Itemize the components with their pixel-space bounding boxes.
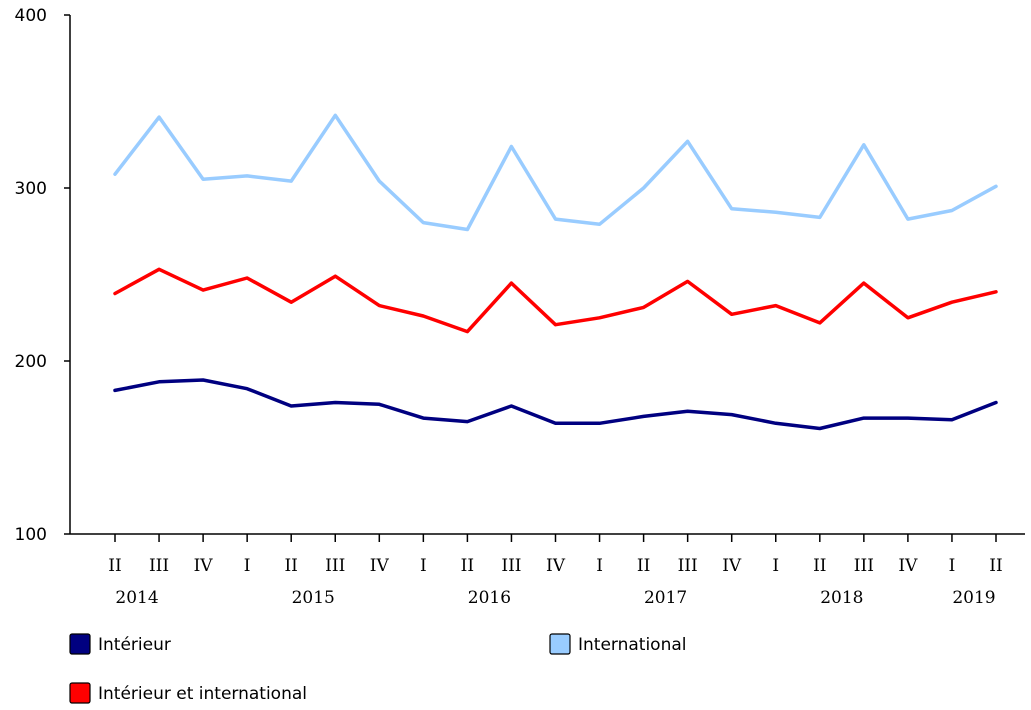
legend-label: Intérieur [98, 635, 171, 655]
x-tick-label: III [501, 556, 521, 576]
x-tick-label: IV [898, 556, 918, 576]
y-tick-label: 400 [15, 6, 47, 26]
x-tick-label: III [854, 556, 874, 576]
y-axis-labels: 100 200 300 400 [15, 6, 47, 545]
x-tick-label: II [461, 556, 474, 576]
x-tick-label: II [108, 556, 121, 576]
legend: Intérieur International Intérieur et inter… [69, 633, 687, 704]
x-tick-label: I [949, 556, 956, 576]
x-tick-label: IV [370, 556, 390, 576]
legend-swatch [69, 633, 91, 655]
x-tick-label: II [637, 556, 650, 576]
series-lines [113, 113, 998, 431]
x-tick-label: II [284, 556, 297, 576]
legend-label: Intérieur et international [98, 684, 307, 704]
axes [64, 14, 1025, 542]
x-tick-label: IV [546, 556, 566, 576]
y-tick-label: 300 [15, 179, 47, 199]
x-tick-label: IV [194, 556, 214, 576]
year-label: 2016 [468, 588, 511, 608]
y-tick-label: 200 [15, 352, 47, 372]
x-tick-label: I [596, 556, 603, 576]
year-label: 2017 [644, 588, 687, 608]
x-tick-label: I [244, 556, 251, 576]
legend-swatch [549, 633, 571, 655]
x-axis-labels: II III IV I II III IV I II III IV I II III IV I II III IV I… [108, 556, 1002, 608]
year-label: 2019 [952, 588, 995, 608]
series-line [113, 378, 998, 431]
year-label: 2014 [115, 588, 158, 608]
year-label: 2018 [820, 588, 863, 608]
x-tick-label: III [149, 556, 169, 576]
x-tick-label: I [772, 556, 779, 576]
series-line [113, 113, 998, 232]
x-tick-label: IV [722, 556, 742, 576]
x-tick-label: II [989, 556, 1002, 576]
year-label: 2015 [292, 588, 335, 608]
x-tick-label: III [678, 556, 698, 576]
legend-swatch [69, 682, 91, 704]
series-line [113, 267, 998, 334]
y-tick-label: 100 [15, 525, 47, 545]
x-tick-label: II [813, 556, 826, 576]
legend-label: International [578, 635, 687, 655]
x-tick-label: I [420, 556, 427, 576]
x-tick-label: III [325, 556, 345, 576]
